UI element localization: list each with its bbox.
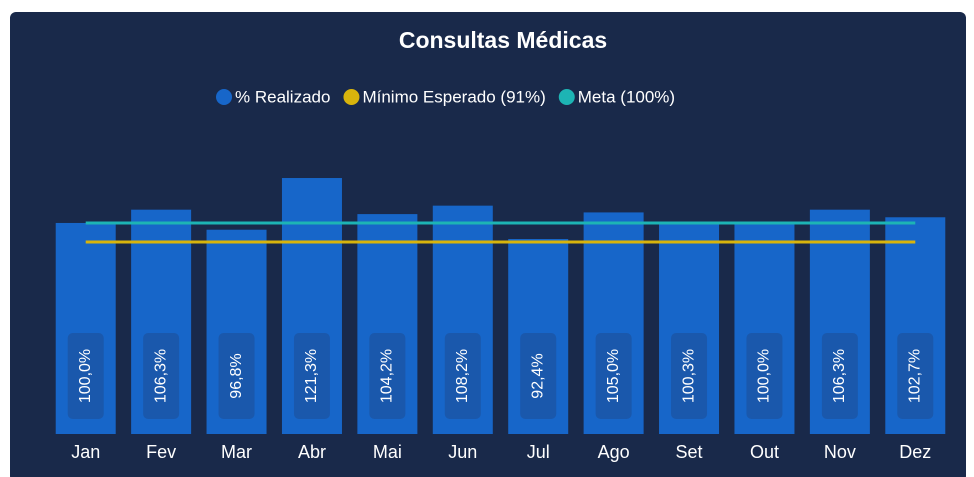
value-label-bg — [444, 333, 481, 419]
value-label: 100,3% — [680, 349, 697, 403]
value-label: 102,7% — [907, 349, 924, 403]
x-tick-label: Ago — [598, 442, 630, 462]
x-tick-label: Nov — [824, 442, 856, 462]
value-label: 100,0% — [77, 349, 94, 403]
value-label: 108,2% — [454, 349, 471, 403]
x-tick-label: Jan — [71, 442, 100, 462]
value-label-bg — [595, 333, 632, 419]
legend: % Realizado Mínimo Esperado (91%) Meta (10… — [216, 87, 675, 106]
value-label: 100,0% — [756, 349, 773, 403]
value-label: 104,2% — [379, 349, 396, 403]
x-tick-label: Fev — [146, 442, 176, 462]
x-tick-label: Mai — [373, 442, 402, 462]
x-tick-label: Set — [676, 442, 703, 462]
legend-marker — [558, 89, 575, 105]
value-label-bg — [821, 333, 858, 419]
value-label: 105,0% — [605, 349, 622, 403]
chart-title: Consultas Médicas — [399, 27, 607, 53]
legend-label: % Realizado — [235, 87, 330, 106]
value-label-bg — [293, 333, 330, 419]
value-label: 106,3% — [152, 349, 169, 403]
value-label-bg — [67, 333, 104, 419]
x-tick-label: Mar — [221, 442, 252, 462]
x-tick-label: Dez — [899, 442, 931, 462]
value-label-bg — [746, 333, 783, 419]
value-label: 92,4% — [529, 353, 546, 398]
legend-label: Mínimo Esperado (91%) — [362, 87, 545, 106]
value-label-bg — [897, 333, 934, 419]
value-label-bg — [369, 333, 406, 419]
x-tick-label: Jul — [527, 442, 550, 462]
value-label: 106,3% — [831, 349, 848, 403]
value-label-bg — [520, 333, 557, 419]
value-label: 121,3% — [303, 349, 320, 403]
legend-marker — [216, 89, 232, 105]
x-tick-label: Out — [750, 442, 779, 462]
legend-marker — [343, 89, 360, 105]
value-label-bg — [143, 333, 180, 419]
value-label: 96,8% — [228, 353, 245, 398]
value-label-bg — [671, 333, 708, 419]
x-tick-label: Abr — [298, 442, 326, 462]
x-tick-label: Jun — [448, 442, 477, 462]
value-label-bg — [218, 333, 255, 419]
legend-label: Meta (100%) — [578, 87, 675, 106]
